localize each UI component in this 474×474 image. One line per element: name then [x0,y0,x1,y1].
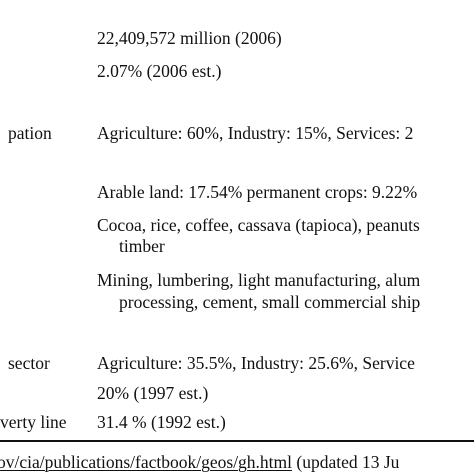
table-cell-occupation-value: Agriculture: 60%, Industry: 15%, Service… [97,123,414,143]
table-bottom-rule [0,440,474,442]
table-cell-growth-rate-value: 2.07% (2006 est.) [97,61,222,81]
table-cell-industries-value-continued: processing, cement, small commercial shi… [119,292,421,312]
table-cell-land-use-value: Arable land: 17.54% permanent crops: 9.2… [97,182,418,202]
source-footnote: ov/cia/publications/factbook/geos/gh.htm… [0,452,399,472]
table-cell-industries-value: Mining, lumbering, light manufacturing, … [97,270,421,290]
table-cell-sector-value: Agriculture: 35.5%, Industry: 25.6%, Ser… [97,353,415,373]
source-link[interactable]: ov/cia/publications/factbook/geos/gh.htm… [0,452,293,472]
source-updated-note: (updated 13 Ju [292,452,400,472]
table-cell-agricultural-products-value-continued: timber [119,236,165,256]
table-cell-agricultural-products-value: Cocoa, rice, coffee, cassava (tapioca), … [97,215,420,235]
table-cell-population-value: 22,409,572 million (2006) [97,28,282,48]
table-cell-poverty-line-value: 31.4 % (1992 est.) [97,412,226,432]
table-cell-unemployment-value: 20% (1997 est.) [97,383,209,403]
table-row-label-occupation: pation [8,123,52,143]
table-row-label-poverty-line: verty line [0,412,67,432]
table-row-label-sector: sector [8,353,50,373]
